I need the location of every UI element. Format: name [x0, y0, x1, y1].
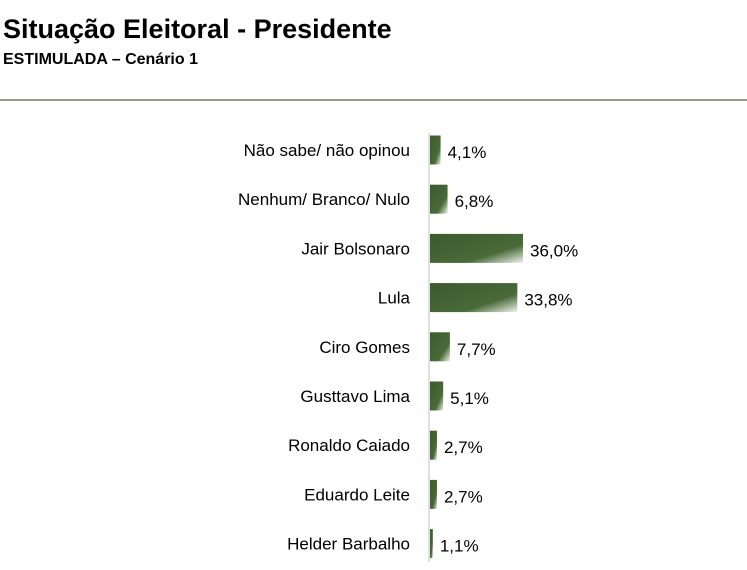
page-title: Situação Eleitoral - Presidente: [3, 14, 392, 44]
category-label: Eduardo Leite: [304, 485, 410, 504]
data-label: 2,7%: [444, 438, 483, 457]
bar-group: Não sabe/ não opinou 4,1% Nenhum/ Branco/ …: [238, 135, 578, 559]
data-label: 33,8%: [524, 291, 572, 310]
bar: [430, 381, 444, 411]
data-label: 6,8%: [455, 192, 494, 211]
data-label: 4,1%: [448, 143, 487, 162]
category-label: Jair Bolsonaro: [301, 239, 410, 258]
bar: [430, 184, 448, 214]
bar: [430, 332, 450, 362]
header-divider: [0, 99, 747, 101]
category-label: Lula: [378, 289, 411, 308]
bar: [430, 283, 518, 313]
category-label: Gusttavo Lima: [300, 387, 410, 406]
bar: [430, 529, 433, 559]
bar: [430, 135, 441, 165]
category-label: Ciro Gomes: [319, 338, 410, 357]
category-label: Helder Barbalho: [287, 535, 410, 554]
category-label: Não sabe/ não opinou: [244, 141, 410, 160]
category-label: Nenhum/ Branco/ Nulo: [238, 190, 410, 209]
data-label: 5,1%: [450, 389, 489, 408]
data-label: 2,7%: [444, 487, 483, 506]
data-label: 1,1%: [440, 537, 479, 556]
bar: [430, 430, 437, 460]
bar: [430, 479, 437, 509]
data-label: 36,0%: [530, 241, 578, 260]
page-subtitle: ESTIMULADA – Cenário 1: [3, 51, 198, 68]
category-label: Ronaldo Caiado: [288, 436, 410, 455]
bar: [430, 233, 523, 263]
data-label: 7,7%: [457, 340, 496, 359]
